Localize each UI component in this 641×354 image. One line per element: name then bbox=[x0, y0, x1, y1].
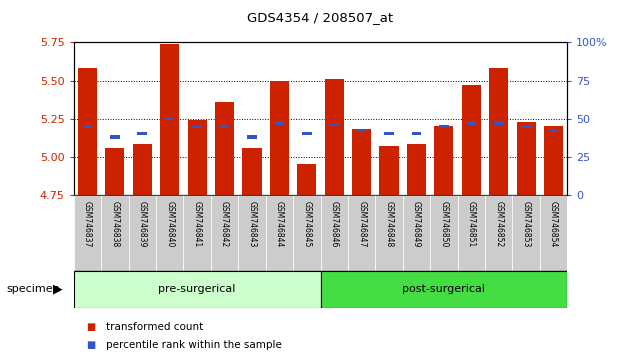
Bar bbox=[540, 195, 567, 271]
Bar bbox=[376, 195, 403, 271]
Bar bbox=[247, 135, 257, 138]
Bar bbox=[105, 148, 124, 195]
Text: GSM746854: GSM746854 bbox=[549, 201, 558, 247]
Bar bbox=[215, 102, 234, 195]
Bar bbox=[274, 121, 284, 125]
Bar bbox=[183, 195, 211, 271]
Bar bbox=[544, 126, 563, 195]
Text: percentile rank within the sample: percentile rank within the sample bbox=[106, 340, 281, 350]
Text: ▶: ▶ bbox=[53, 283, 63, 296]
Text: transformed count: transformed count bbox=[106, 322, 203, 332]
Bar bbox=[412, 132, 421, 136]
Bar bbox=[494, 121, 504, 125]
Text: GSM746845: GSM746845 bbox=[303, 201, 312, 247]
Bar bbox=[467, 121, 476, 125]
Text: GSM746853: GSM746853 bbox=[522, 201, 531, 247]
Bar bbox=[324, 79, 344, 195]
Bar bbox=[462, 85, 481, 195]
Bar bbox=[83, 125, 92, 128]
Bar bbox=[403, 195, 430, 271]
Bar bbox=[78, 68, 97, 195]
Bar bbox=[439, 125, 449, 128]
Bar bbox=[238, 195, 265, 271]
Bar bbox=[165, 117, 174, 120]
Text: GSM746838: GSM746838 bbox=[110, 201, 119, 247]
Bar bbox=[521, 125, 531, 128]
Bar bbox=[101, 195, 129, 271]
Bar bbox=[549, 129, 558, 132]
Text: GSM746852: GSM746852 bbox=[494, 201, 503, 247]
Bar bbox=[357, 129, 367, 132]
Text: GSM746837: GSM746837 bbox=[83, 201, 92, 247]
Text: GSM746840: GSM746840 bbox=[165, 201, 174, 247]
Bar bbox=[320, 271, 567, 308]
Bar bbox=[458, 195, 485, 271]
Bar bbox=[110, 135, 120, 138]
Bar bbox=[329, 123, 339, 126]
Text: GSM746846: GSM746846 bbox=[329, 201, 338, 247]
Text: post-surgerical: post-surgerical bbox=[403, 284, 485, 295]
Text: GSM746844: GSM746844 bbox=[275, 201, 284, 247]
Bar bbox=[407, 144, 426, 195]
Bar bbox=[74, 195, 101, 271]
Text: GSM746839: GSM746839 bbox=[138, 201, 147, 247]
Bar bbox=[192, 125, 202, 128]
Text: ■: ■ bbox=[87, 322, 96, 332]
Bar bbox=[160, 44, 179, 195]
Bar bbox=[489, 68, 508, 195]
Bar bbox=[188, 120, 206, 195]
Bar bbox=[220, 125, 229, 128]
Text: GSM746842: GSM746842 bbox=[220, 201, 229, 247]
Bar bbox=[320, 195, 348, 271]
Bar bbox=[156, 195, 183, 271]
Bar bbox=[297, 164, 317, 195]
Bar bbox=[242, 148, 262, 195]
Text: GSM746847: GSM746847 bbox=[357, 201, 366, 247]
Bar bbox=[435, 126, 453, 195]
Bar bbox=[302, 132, 312, 136]
Bar bbox=[517, 122, 536, 195]
Bar bbox=[74, 271, 320, 308]
Text: specimen: specimen bbox=[6, 284, 60, 295]
Text: GSM746850: GSM746850 bbox=[439, 201, 449, 247]
Bar bbox=[211, 195, 238, 271]
Text: GSM746851: GSM746851 bbox=[467, 201, 476, 247]
Bar bbox=[270, 81, 289, 195]
Bar bbox=[379, 146, 399, 195]
Text: GSM746848: GSM746848 bbox=[385, 201, 394, 247]
Bar bbox=[133, 144, 152, 195]
Text: pre-surgerical: pre-surgerical bbox=[158, 284, 236, 295]
Bar bbox=[352, 129, 371, 195]
Bar bbox=[512, 195, 540, 271]
Text: ■: ■ bbox=[87, 340, 96, 350]
Text: GSM746843: GSM746843 bbox=[247, 201, 256, 247]
Text: GSM746841: GSM746841 bbox=[192, 201, 202, 247]
Bar bbox=[293, 195, 320, 271]
Bar bbox=[430, 195, 458, 271]
Bar bbox=[137, 132, 147, 136]
Text: GDS4354 / 208507_at: GDS4354 / 208507_at bbox=[247, 11, 394, 24]
Bar bbox=[348, 195, 376, 271]
Bar bbox=[485, 195, 512, 271]
Text: GSM746849: GSM746849 bbox=[412, 201, 421, 247]
Bar bbox=[265, 195, 293, 271]
Bar bbox=[129, 195, 156, 271]
Bar bbox=[384, 132, 394, 136]
